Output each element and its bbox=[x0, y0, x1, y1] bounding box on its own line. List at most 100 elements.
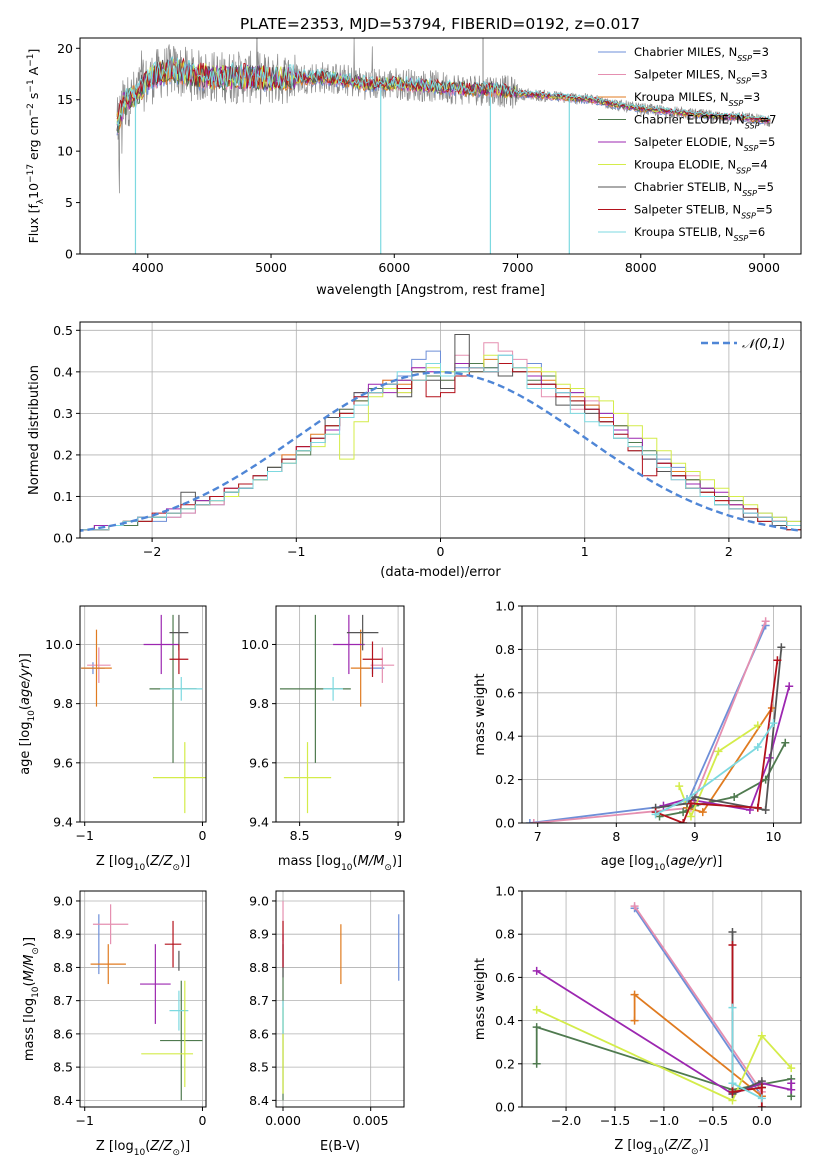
label-part: ( bbox=[145, 854, 150, 869]
label-part: )] bbox=[699, 1138, 709, 1153]
label-part: age/yr bbox=[670, 854, 713, 869]
label-part: ⊙ bbox=[31, 947, 41, 955]
x-tick-label: 1 bbox=[581, 544, 589, 559]
legend-label-part: =5 bbox=[757, 180, 774, 194]
legend-label-part: =5 bbox=[756, 203, 773, 217]
x-tick-label: −1.0 bbox=[649, 1113, 679, 1128]
plus-marker bbox=[757, 1094, 766, 1103]
y-tick-label: 9.8 bbox=[53, 696, 73, 711]
label-part: Z/Z bbox=[149, 1139, 173, 1154]
legend-label-part: Chabrier MILES, N bbox=[634, 45, 737, 59]
y-tick-label: 8.5 bbox=[53, 1060, 73, 1075]
label-part: ⊙ bbox=[172, 863, 180, 873]
y-tick-label: 9.4 bbox=[249, 815, 269, 830]
y-axis-label: mass weight bbox=[473, 958, 488, 1040]
x-axis-label: mass [log10(M/M⊙)] bbox=[278, 854, 402, 873]
label-part: 10 bbox=[134, 863, 146, 873]
weight-line bbox=[633, 905, 763, 1093]
y-tick-label: 8.6 bbox=[249, 1026, 269, 1041]
plus-marker bbox=[630, 902, 639, 911]
y-label-part: −1 bbox=[26, 79, 36, 92]
plus-marker bbox=[757, 1083, 766, 1092]
y-tick-label: 5 bbox=[65, 195, 73, 210]
legend-label-part: SSP bbox=[744, 144, 759, 153]
plus-marker bbox=[757, 1031, 766, 1040]
plot-area bbox=[90, 904, 203, 1101]
plus-marker bbox=[675, 782, 684, 791]
x-tick-label: 4000 bbox=[132, 260, 164, 275]
x-axis-label: Z [log10(Z/Z⊙)] bbox=[96, 854, 190, 873]
label-part: 10 bbox=[341, 863, 353, 873]
y-tick-label: 0 bbox=[65, 247, 73, 262]
y-axis-label: Flux [fλ10−17 erg cm−2 s−1 A−1] bbox=[26, 49, 46, 244]
y-label-part: λ bbox=[36, 198, 46, 204]
plus-marker bbox=[761, 805, 770, 814]
y-tick-label: 0.0 bbox=[495, 816, 515, 831]
model-spectrum bbox=[116, 57, 771, 122]
label-part: M/M bbox=[358, 854, 385, 869]
x-tick-label: 9000 bbox=[748, 260, 780, 275]
legend-label-part: =4 bbox=[751, 158, 768, 172]
plus-marker bbox=[787, 1079, 796, 1088]
y-axis-label: Normed distribution bbox=[27, 365, 42, 495]
x-tick-label: 9 bbox=[691, 829, 699, 844]
y-tick-label: 15 bbox=[57, 92, 73, 107]
plus-marker bbox=[679, 819, 688, 823]
plus-marker bbox=[686, 812, 695, 821]
label-part: ⊙ bbox=[172, 1148, 180, 1158]
y-tick-label: 9.4 bbox=[53, 815, 73, 830]
y-tick-label: 8.7 bbox=[53, 993, 73, 1008]
y-tick-label: 8.5 bbox=[249, 1060, 269, 1075]
label-part: ⊙ bbox=[691, 1147, 699, 1157]
y-tick-label: 9.0 bbox=[53, 893, 73, 908]
model-spectrum bbox=[116, 56, 771, 126]
plot-area bbox=[80, 334, 801, 538]
plus-marker bbox=[753, 721, 762, 730]
x-axis-label: E(B-V) bbox=[320, 1139, 360, 1154]
y-tick-label: 8.4 bbox=[53, 1093, 73, 1108]
x-axis-label: (data-model)/error bbox=[380, 565, 501, 580]
legend-label-part: =3 bbox=[752, 45, 769, 59]
label-part: mass [log bbox=[22, 998, 37, 1061]
label-part: ( bbox=[22, 981, 37, 986]
age_vs_mass-panel: 8.5 9 9.4 9.6 9.8 10.0 mass [log10(M/M⊙)] bbox=[241, 605, 405, 873]
legend-label-part: SSP bbox=[742, 189, 757, 198]
age_vs_Z-panel: −1 09.49.69.810.0Z [log10(Z/Z⊙)]age [log1… bbox=[18, 605, 207, 873]
plus-marker bbox=[777, 643, 786, 652]
legend-label-part: SSP bbox=[734, 234, 749, 243]
label-part: mass [log bbox=[278, 854, 341, 869]
y-label-part: 10 bbox=[26, 183, 41, 199]
plus-marker bbox=[683, 795, 692, 804]
plot-area bbox=[279, 614, 395, 814]
y-label-part: −1 bbox=[26, 54, 36, 67]
legend-label-part: SSP bbox=[729, 99, 744, 108]
y-tick-label: 0.4 bbox=[495, 729, 515, 744]
legend-label: Kroupa ELODIE, NSSP=4 bbox=[634, 158, 768, 176]
x-axis-label: Z [log10(Z/Z⊙)] bbox=[614, 1138, 708, 1157]
y-label-part: Flux [f bbox=[26, 204, 41, 244]
legend-label-part: SSP bbox=[736, 166, 751, 175]
weight-line bbox=[655, 722, 775, 816]
x-tick-label: −1 bbox=[75, 1113, 93, 1128]
plus-marker bbox=[773, 656, 782, 665]
y-tick-label: 9.8 bbox=[249, 696, 269, 711]
x-tick-label: −2 bbox=[143, 544, 161, 559]
x-tick-label: 0 bbox=[198, 828, 206, 843]
x-tick-label: 9 bbox=[394, 828, 402, 843]
plus-marker bbox=[630, 990, 639, 999]
figure-title: PLATE=2353, MJD=53794, FIBERID=0192, z=0… bbox=[240, 15, 640, 33]
x-tick-label: −1 bbox=[75, 828, 93, 843]
legend-label-part: =3 bbox=[743, 90, 760, 104]
axes-frame bbox=[521, 890, 802, 1108]
label-part: )] bbox=[180, 854, 190, 869]
label-part: Z/Z bbox=[668, 1138, 692, 1153]
x-tick-label: 7 bbox=[534, 829, 542, 844]
plus-marker bbox=[525, 819, 534, 823]
weight-line bbox=[536, 1008, 792, 1102]
plus-marker bbox=[529, 819, 538, 823]
y-axis-label: mass weight bbox=[473, 673, 488, 755]
y-tick-label: 0.2 bbox=[53, 447, 73, 462]
y-tick-label: 8.8 bbox=[53, 960, 73, 975]
y-tick-label: 8.6 bbox=[53, 1026, 73, 1041]
